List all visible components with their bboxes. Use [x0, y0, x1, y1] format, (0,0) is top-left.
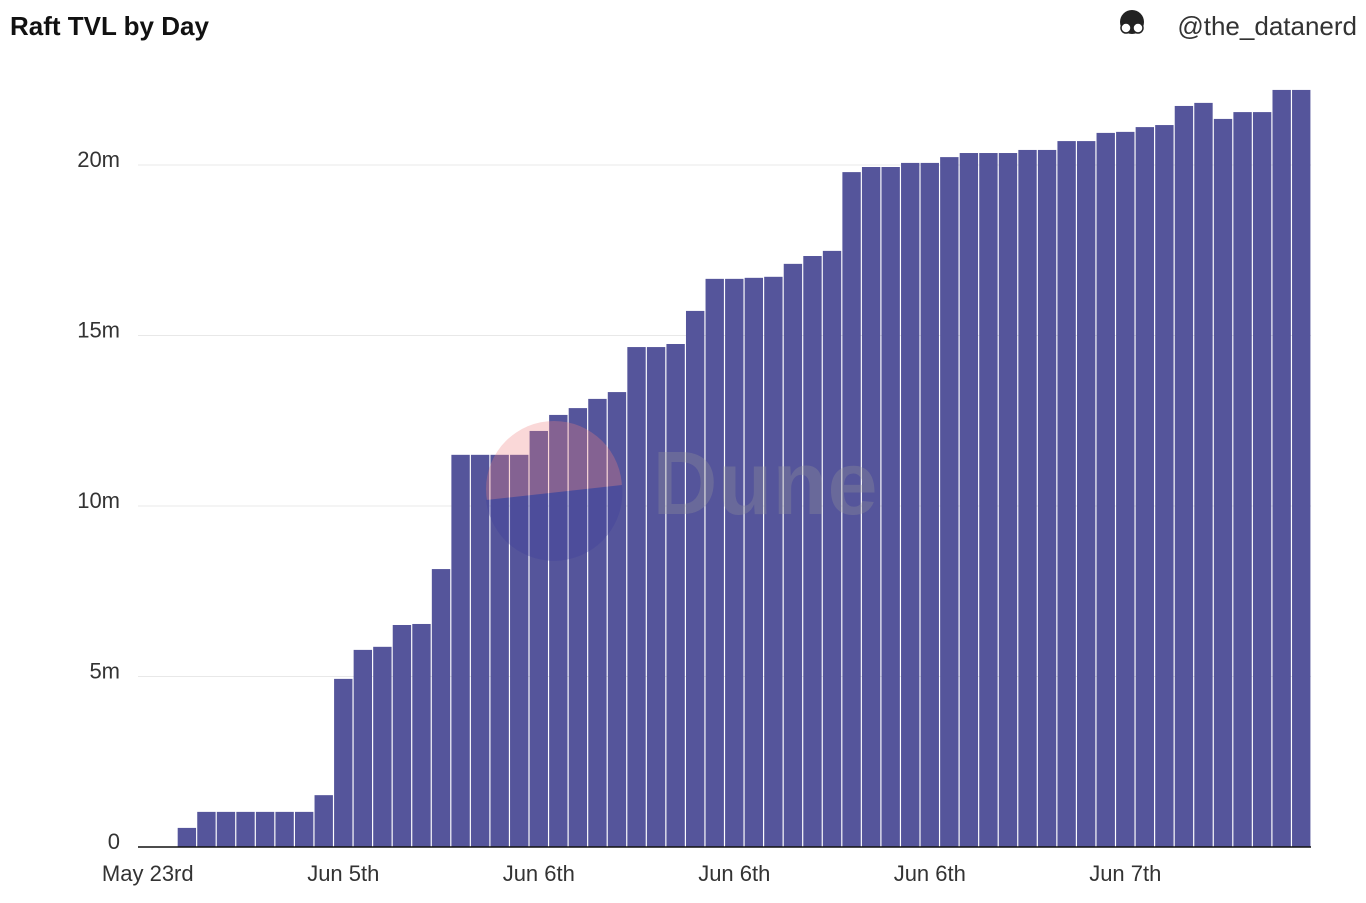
bar	[842, 172, 861, 848]
bar	[783, 263, 803, 847]
bar	[725, 278, 744, 848]
bar	[470, 454, 490, 847]
bar	[959, 153, 979, 847]
y-tick-label: 5m	[89, 658, 120, 683]
x-tick-label: Jun 5th	[307, 861, 379, 886]
bar	[1018, 149, 1037, 848]
bar	[627, 347, 646, 847]
bar	[431, 569, 451, 847]
bar	[1252, 112, 1272, 848]
y-tick-label: 20m	[77, 147, 120, 172]
bar	[373, 646, 392, 847]
bar	[1194, 102, 1213, 847]
watermark-logo	[486, 421, 623, 561]
bar	[646, 347, 666, 847]
bar	[979, 153, 998, 847]
bar	[1272, 89, 1291, 847]
x-tick-label: Jun 6th	[503, 861, 575, 886]
bar	[998, 153, 1018, 847]
bar	[764, 276, 783, 847]
bar	[1037, 149, 1057, 848]
bar	[236, 811, 255, 847]
bar	[666, 343, 685, 847]
bar	[705, 278, 724, 848]
x-tick-label: Jun 6th	[894, 861, 966, 886]
author: @the_datanerd	[1177, 11, 1357, 41]
bar	[607, 392, 627, 847]
bar	[1155, 125, 1174, 847]
bar	[412, 623, 431, 847]
bar	[901, 162, 920, 847]
x-tick-label: May 23rd	[102, 861, 194, 886]
bar	[920, 162, 939, 847]
bar	[803, 256, 822, 847]
bar	[529, 430, 548, 847]
bar	[940, 157, 959, 847]
bar	[1213, 118, 1233, 848]
bar	[861, 167, 881, 847]
watermark: Dune	[653, 434, 878, 534]
x-tick-label: Jun 7th	[1089, 861, 1161, 886]
y-tick-label: 10m	[77, 488, 120, 513]
bar	[1135, 127, 1155, 847]
bar	[334, 678, 353, 847]
bar	[1116, 131, 1135, 847]
bar	[744, 277, 764, 847]
bar	[1076, 141, 1096, 848]
bar	[177, 827, 197, 847]
x-tick-label: Jun 6th	[698, 861, 770, 886]
bar	[568, 408, 588, 847]
bar	[490, 454, 509, 847]
bar	[685, 310, 705, 847]
bar	[451, 454, 470, 847]
bar	[314, 795, 333, 847]
bar	[1174, 105, 1194, 847]
bar	[255, 811, 275, 847]
bar	[1096, 132, 1115, 847]
bar	[353, 649, 373, 847]
bar	[510, 454, 529, 847]
bar	[197, 811, 216, 847]
y-tick-label: 15m	[77, 317, 120, 342]
bar	[588, 398, 607, 847]
bar	[1057, 141, 1076, 848]
chart-title: Raft TVL by Day	[10, 11, 209, 41]
bar	[294, 811, 314, 847]
bar	[549, 414, 568, 847]
author-icon	[1120, 10, 1144, 34]
bars	[177, 89, 1311, 848]
bar	[881, 167, 900, 847]
bar	[275, 811, 294, 847]
bar	[1233, 112, 1252, 848]
bar	[216, 811, 236, 847]
bar	[392, 624, 412, 847]
bar	[1292, 89, 1311, 847]
y-tick-label: 0	[108, 829, 120, 854]
bar	[822, 250, 842, 847]
